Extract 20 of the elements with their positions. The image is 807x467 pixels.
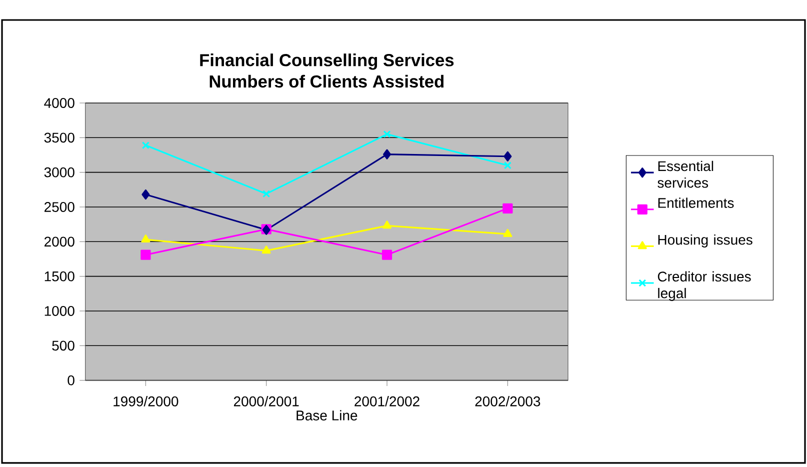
chart-title: Financial Counselling Services xyxy=(200,54,454,70)
y-tick-label: 2500 xyxy=(44,202,74,212)
y-tick-label: 0 xyxy=(68,375,74,386)
y-tick-label: 3000 xyxy=(44,167,74,178)
y-tick-label: 1500 xyxy=(44,271,74,282)
y-tick-label: 1000 xyxy=(44,306,74,316)
legend-label: Housing issues xyxy=(658,234,752,248)
x-tick-label: 1999/2000 xyxy=(114,396,178,406)
y-tick-label: 2000 xyxy=(44,236,74,247)
legend-label: Entitlements xyxy=(658,198,734,208)
x-tick-label: 2000/2001 xyxy=(234,396,299,406)
legend-label: Creditor issues legal xyxy=(658,271,751,301)
y-tick-label: 500 xyxy=(52,340,74,351)
y-tick-label: 3500 xyxy=(44,132,74,143)
x-axis-title: Base Line xyxy=(296,410,358,420)
x-tick-label: 2002/2003 xyxy=(475,396,540,406)
y-tick-label: 4000 xyxy=(44,98,74,108)
x-tick-label: 2001/2002 xyxy=(354,396,420,406)
legend-label: Essential services xyxy=(658,160,714,188)
chart-subtitle: Numbers of Clients Assisted xyxy=(210,74,444,88)
